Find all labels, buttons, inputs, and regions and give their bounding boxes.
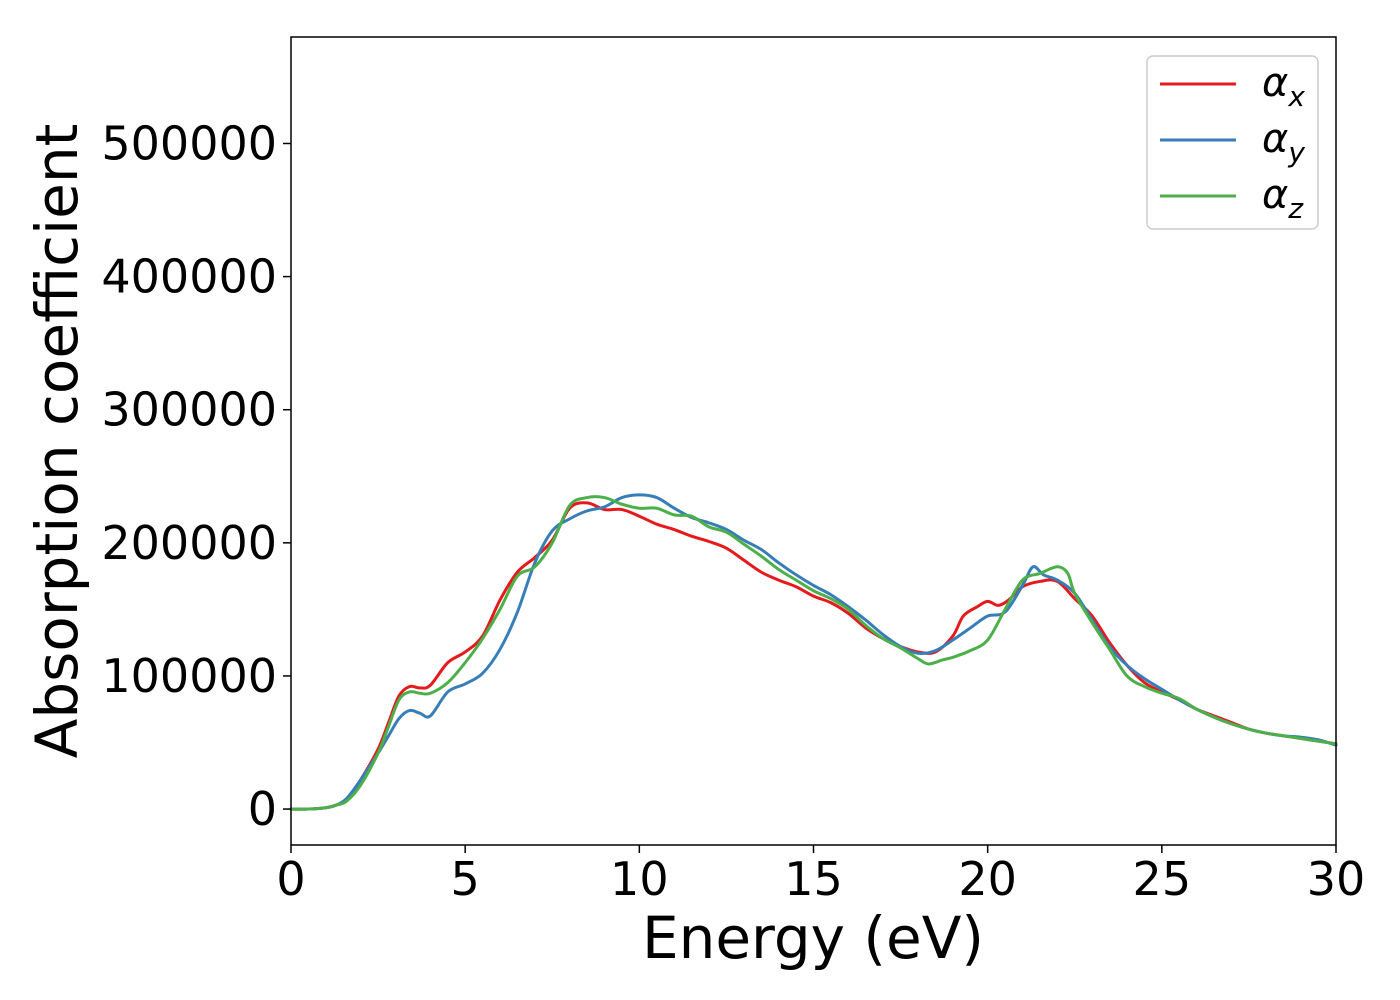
legend-label-symbol: α: [1262, 172, 1288, 218]
x-tick-label: 0: [276, 852, 305, 906]
axis-layer: 0 5 10 15 20 25 30 0 100000 200000 300000 400000 500…: [101, 116, 1365, 906]
y-tick-label: 0: [248, 782, 277, 836]
x-tick-label: 25: [1133, 852, 1192, 906]
legend-label-y: αy: [1262, 116, 1305, 169]
legend-label-subscript: z: [1287, 192, 1304, 225]
legend-label-subscript: y: [1287, 136, 1305, 169]
series-layer: [289, 493, 1338, 811]
x-tick-label: 30: [1307, 852, 1366, 906]
legend-label-x: αx: [1262, 60, 1305, 113]
legend-label-symbol: α: [1262, 116, 1288, 162]
y-tick-label: 300000: [101, 383, 277, 437]
x-tick-label: 10: [610, 852, 669, 906]
y-axis-title: Absorption coefficient: [23, 124, 91, 759]
legend-label-subscript: x: [1287, 80, 1305, 113]
legend-label-z: αz: [1262, 172, 1304, 225]
x-axis-title: Energy (eV): [642, 904, 984, 972]
y-tick-label: 200000: [101, 516, 277, 570]
series-line-y: [289, 493, 1338, 811]
x-tick-label: 20: [958, 852, 1017, 906]
x-tick-label: 5: [451, 852, 480, 906]
series-line-z: [289, 495, 1338, 811]
series-line-x: [289, 501, 1338, 811]
y-tick-label: 400000: [101, 250, 277, 304]
y-tick-label: 500000: [101, 116, 277, 170]
x-tick-label: 15: [784, 852, 843, 906]
legend-label-symbol: α: [1262, 60, 1288, 106]
legend-box: [1146, 55, 1319, 230]
y-tick-label: 100000: [101, 649, 277, 703]
